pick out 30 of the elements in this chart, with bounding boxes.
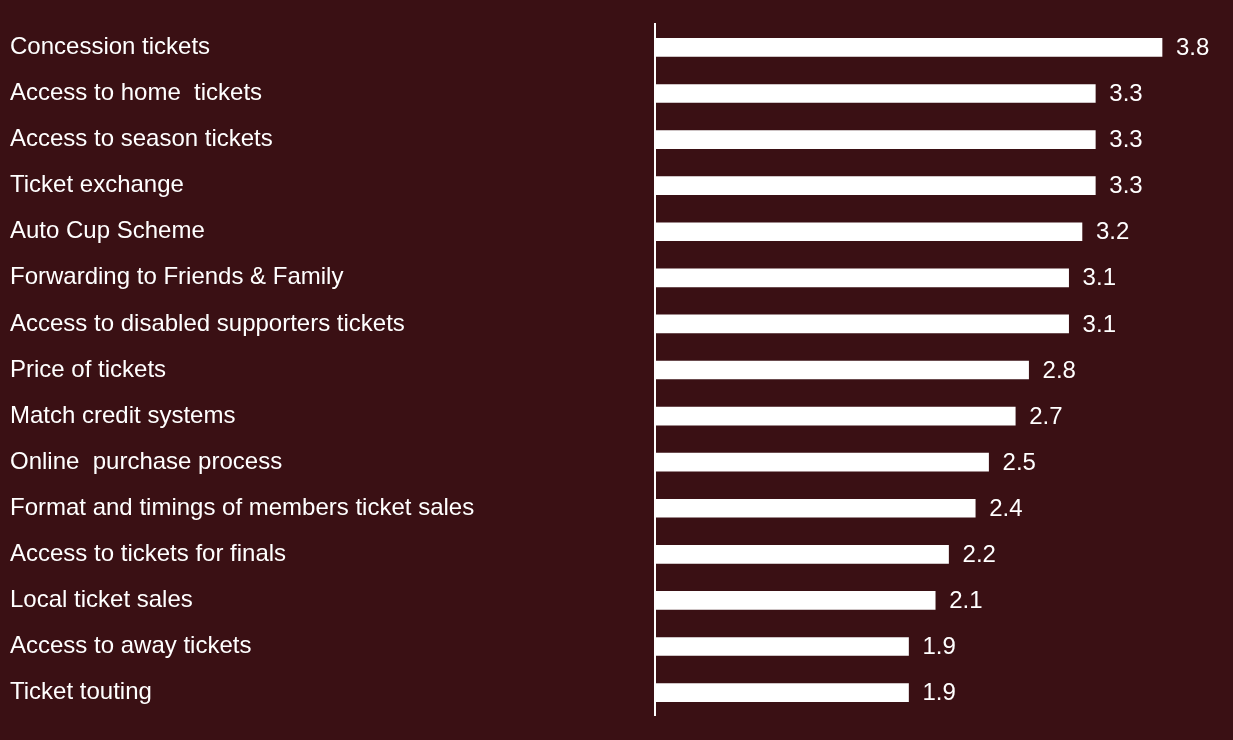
data-label: 3.3 [1109, 171, 1143, 199]
y-tick-label: Access to disabled supporters tickets [10, 308, 405, 336]
data-label: 2.1 [949, 586, 983, 614]
y-tick-label: Format and timings of members ticket sales [10, 492, 475, 520]
y-tick-label: Access to home tickets [10, 78, 263, 106]
y-tick-label: Concession tickets [10, 32, 211, 60]
y-tick-label: Auto Cup Scheme [10, 216, 205, 244]
data-label: 2.4 [989, 493, 1023, 521]
y-tick-label: Ticket touting [10, 677, 152, 705]
y-tick-label: Access to season tickets [10, 124, 273, 152]
y-tick-label: Ticket exchange [10, 170, 184, 198]
data-label: 3.2 [1095, 217, 1130, 245]
data-label: 2.5 [1002, 447, 1036, 475]
data-label: 3.3 [1109, 125, 1143, 153]
data-label: 2.8 [1042, 355, 1076, 383]
data-label: 2.2 [962, 539, 996, 567]
data-label: 1.9 [922, 678, 956, 706]
y-tick-label: Match credit systems [10, 400, 236, 428]
data-label: 3.8 [1176, 33, 1210, 61]
y-tick-label: Online purchase process [10, 446, 283, 474]
data-label: 3.1 [1082, 309, 1116, 337]
data-label: 2.7 [1029, 401, 1063, 429]
y-tick-label: Local ticket sales [10, 585, 193, 613]
data-label: 3.3 [1109, 79, 1143, 107]
data-label: 1.9 [922, 632, 956, 660]
y-tick-label: Access to tickets for finals [10, 538, 287, 566]
y-tick-label: Forwarding to Friends & Family [10, 262, 344, 290]
y-tick-label: Price of tickets [10, 354, 167, 382]
y-tick-label: Access to away tickets [10, 631, 252, 659]
data-label: 3.1 [1082, 263, 1116, 291]
